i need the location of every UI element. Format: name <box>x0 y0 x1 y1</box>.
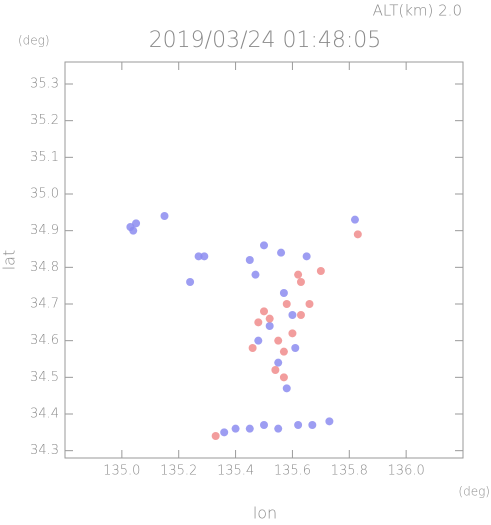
echo-point <box>245 424 254 433</box>
y-tick-label: 34.8 <box>30 260 59 275</box>
y-tick-label: 35.2 <box>30 113 59 128</box>
echo-point <box>296 311 305 319</box>
x-tick-label: 135.2 <box>160 464 197 479</box>
echo-point <box>277 248 286 257</box>
echo-point <box>288 311 297 319</box>
x-unit: (deg) <box>458 485 490 499</box>
echo-point <box>274 358 283 367</box>
y-tick-label: 34.9 <box>30 223 59 238</box>
echo-point <box>265 322 274 330</box>
y-tick-label: 34.3 <box>30 443 59 458</box>
x-tick-label: 135.0 <box>103 464 140 479</box>
echo-point <box>302 252 311 261</box>
echo-point <box>260 307 268 316</box>
echo-point <box>353 230 362 239</box>
x-tick-label: 135.6 <box>274 464 311 479</box>
echo-point <box>279 289 288 297</box>
y-tick-label: 35.0 <box>30 187 59 202</box>
y-tick-label: 34.4 <box>30 407 59 422</box>
echo-point <box>254 318 263 327</box>
echo-point <box>316 267 325 275</box>
echo-point <box>132 219 141 228</box>
echo-point <box>186 278 195 286</box>
echo-point <box>220 428 229 437</box>
echo-point <box>296 278 305 286</box>
echo-point <box>291 344 300 352</box>
echo-point <box>245 256 254 264</box>
echo-point <box>271 366 280 374</box>
echo-point <box>160 212 169 220</box>
echo-point <box>200 252 209 261</box>
echo-point <box>231 424 240 433</box>
echo-point <box>308 421 317 429</box>
echo-point <box>254 336 263 345</box>
x-tick-label: 135.8 <box>331 464 368 479</box>
x-tick-label: 135.4 <box>217 464 254 479</box>
echo-point <box>294 270 303 279</box>
y-tick-label: 34.6 <box>30 333 59 348</box>
altitude-label: ALT(km) 2.0 <box>373 2 462 20</box>
echo-point <box>279 347 288 356</box>
echo-point <box>260 421 268 429</box>
y-axis-title: lat <box>0 250 19 271</box>
echo-point <box>274 424 283 433</box>
echo-point <box>129 226 138 235</box>
x-tick-label: 136.0 <box>388 464 425 479</box>
echo-point <box>279 373 288 382</box>
echo-point <box>260 241 268 250</box>
echo-point <box>248 344 257 352</box>
echo-point <box>350 215 359 224</box>
chart-title: 2019/03/24 01:48:05 <box>149 28 382 53</box>
y-tick-label: 34.7 <box>30 297 59 312</box>
echo-point <box>282 384 291 393</box>
echo-point <box>211 432 220 440</box>
x-axis-title: lon <box>253 504 277 522</box>
echo-point <box>194 252 203 261</box>
echo-point <box>251 270 260 279</box>
echo-point <box>288 329 297 338</box>
y-tick-label: 35.3 <box>30 77 59 92</box>
echo-point <box>325 417 334 426</box>
echo-point <box>282 300 291 308</box>
echo-point <box>305 300 314 308</box>
y-tick-label: 35.1 <box>30 150 59 165</box>
echo-point <box>265 314 274 323</box>
echo-point <box>274 336 283 345</box>
y-tick-label: 34.5 <box>30 370 59 385</box>
y-unit: (deg) <box>18 34 50 48</box>
echo-point <box>294 421 303 429</box>
plot-frame <box>64 61 464 459</box>
